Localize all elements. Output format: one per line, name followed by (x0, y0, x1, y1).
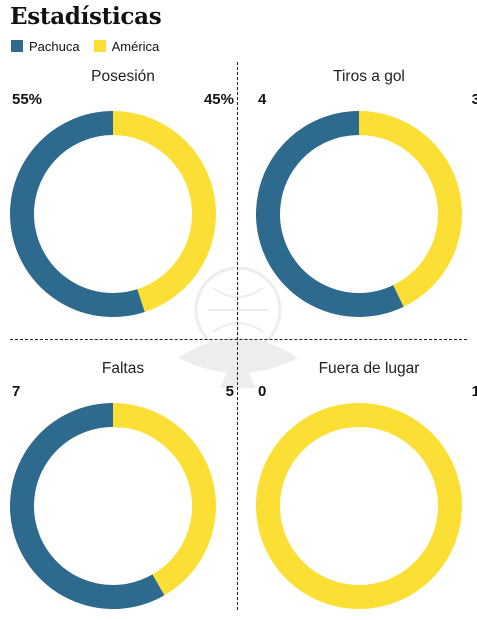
panel-title: Fuera de lugar (318, 360, 420, 377)
america-value: 1 (471, 383, 477, 400)
panel-title: Faltas (101, 360, 145, 377)
america-value: 45% (203, 91, 234, 108)
pachuca-value: 7 (12, 383, 21, 400)
slice-pachuca (10, 111, 145, 317)
legend-label-america: América (111, 38, 160, 54)
panel-tiros-a-gol: Tiros a gol 4 3 (256, 62, 477, 324)
page-title: Estadísticas (10, 3, 162, 30)
pachuca-value: 0 (258, 383, 267, 400)
slice-pachuca (256, 111, 404, 317)
panel-fuera-de-lugar: Fuera de lugar 0 1 (256, 354, 477, 616)
legend-item-america: América (93, 38, 160, 54)
panel-title: Tiros a gol (333, 68, 405, 85)
slice-america (358, 111, 462, 307)
legend: Pachuca América (11, 38, 173, 54)
slice-america (112, 111, 216, 312)
pachuca-value: 4 (258, 91, 267, 108)
donut-chart (256, 111, 462, 317)
america-value: 3 (471, 91, 477, 108)
donut-chart (256, 403, 462, 609)
legend-item-pachuca: Pachuca (11, 39, 80, 54)
pachuca-value: 55% (12, 91, 43, 108)
slice-america (112, 403, 216, 596)
america-value: 5 (225, 383, 234, 400)
legend-swatch-america (93, 40, 106, 52)
vertical-divider (237, 62, 238, 610)
slice-america (256, 403, 462, 609)
legend-swatch-pachuca (11, 40, 23, 52)
eagle-watermark-icon (178, 266, 298, 388)
horizontal-divider (10, 339, 467, 340)
panel-posesion: Posesión 55% 45% (10, 62, 236, 324)
donut-chart (10, 111, 216, 317)
panel-title: Posesión (91, 68, 155, 85)
legend-label-pachuca: Pachuca (29, 38, 80, 54)
donut-chart (10, 403, 216, 609)
slice-pachuca (10, 403, 165, 609)
panel-faltas: Faltas 7 5 (10, 354, 236, 616)
